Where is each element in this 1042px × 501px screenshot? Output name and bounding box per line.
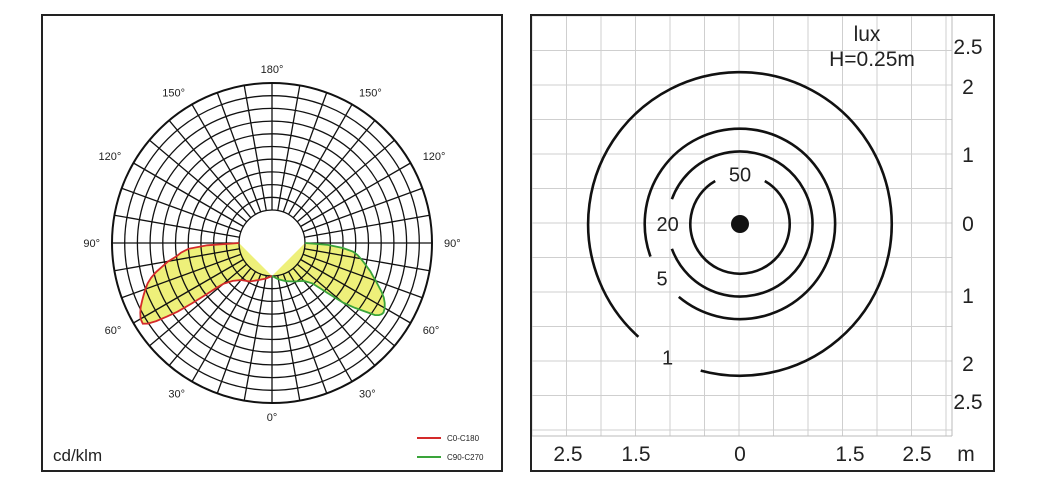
grid-spoke [216, 92, 262, 213]
angle-label: 60° [105, 325, 122, 337]
contour-label: 1 [662, 347, 673, 369]
polar-chart: 180° 150° 150° 120° 120° 90° 90° 60° 60° 30° 30° 0°… [53, 64, 484, 465]
y-tick-label: 1 [962, 285, 974, 308]
grid-spoke [191, 104, 257, 215]
grid-spoke [304, 248, 430, 272]
angle-label: 0° [267, 412, 278, 424]
grid-spoke [114, 248, 240, 272]
contour-5 [643, 127, 837, 321]
unit-label: cd/klm [53, 446, 102, 465]
y-tick-label: 2.5 [953, 391, 982, 414]
isolux-subtitle: H=0.25m [829, 48, 915, 71]
y-tick-label: 1 [962, 144, 974, 167]
grid-spoke [282, 92, 328, 213]
angle-label: 30° [359, 389, 376, 401]
y-tick-label: 2 [962, 76, 974, 99]
grid-spoke [302, 253, 423, 299]
isolux-diagram-panel: 50 20 5 1 lux H=0.25m 2.5 1.5 0 1.5 2.5 m 2.5 2 1 0 1 2 2.… [530, 14, 995, 472]
contour-1 [586, 70, 894, 378]
angle-label: 90° [83, 238, 100, 250]
contour-label: 5 [656, 269, 667, 291]
grid-spoke [282, 273, 328, 394]
grid-spoke [149, 139, 248, 223]
x-unit-label: m [957, 443, 975, 466]
legend-c0-c180: C0-C180 [417, 434, 480, 443]
y-tick-label: 2 [962, 353, 974, 376]
lobe-fill-left [140, 243, 272, 324]
angle-label: 180° [261, 64, 284, 76]
isolux-title: lux [854, 23, 881, 46]
grid-spoke [300, 258, 411, 324]
grid-spoke [243, 85, 267, 211]
x-tick-label: 1.5 [621, 443, 650, 466]
grid-spoke [121, 187, 242, 233]
x-tick-label: 1.5 [835, 443, 864, 466]
angle-label: 150° [359, 87, 382, 99]
angle-label: 60° [423, 325, 440, 337]
grid-spoke [277, 85, 301, 211]
grid-spoke [133, 162, 244, 228]
grid-spoke [114, 214, 240, 238]
angle-label: 30° [168, 389, 185, 401]
legend-c90-c270: C90-C270 [417, 453, 484, 462]
grid-ring [225, 196, 319, 290]
source-point [731, 215, 749, 233]
angle-label: 120° [423, 151, 446, 163]
grid-spoke [168, 120, 252, 219]
grid-spoke [302, 187, 423, 233]
polar-diagram-panel: 180° 150° 150° 120° 120° 90° 90° 60° 60° 30° 30° 0°… [41, 14, 503, 472]
grid-spoke [121, 253, 242, 299]
x-tick-label: 0 [734, 443, 746, 466]
angle-label: 120° [99, 151, 122, 163]
contour-20 [670, 150, 814, 298]
legend-label: C0-C180 [447, 434, 480, 443]
curve-C90-C270 [271, 242, 386, 317]
contour-label: 50 [729, 164, 751, 186]
y-tick-label: 2.5 [953, 36, 982, 59]
y-tick-label: 0 [962, 213, 974, 236]
contour-50 [689, 179, 791, 275]
grid-spoke [191, 271, 257, 382]
contour-label: 20 [656, 214, 678, 236]
grid-ring [238, 209, 306, 277]
grid-spoke [243, 275, 267, 401]
grid-spoke [149, 263, 248, 347]
grid-spoke [287, 104, 353, 215]
grid-spoke [216, 273, 262, 394]
grid-spoke [304, 214, 430, 238]
x-tick-label: 2.5 [553, 443, 582, 466]
grid-spoke [292, 267, 376, 366]
grid-spoke [296, 263, 395, 347]
legend-label: C90-C270 [447, 453, 484, 462]
curve-C0-C180 [139, 242, 273, 325]
angle-label: 150° [162, 87, 185, 99]
grid-spoke [287, 271, 353, 382]
grid-spoke [296, 139, 395, 223]
x-tick-label: 2.5 [902, 443, 931, 466]
grid-spoke [133, 258, 244, 324]
grid-spoke [292, 120, 376, 219]
grid-spoke [168, 267, 252, 366]
grid-spoke [277, 275, 301, 401]
grid-spoke [300, 162, 411, 228]
angle-label: 90° [444, 238, 461, 250]
